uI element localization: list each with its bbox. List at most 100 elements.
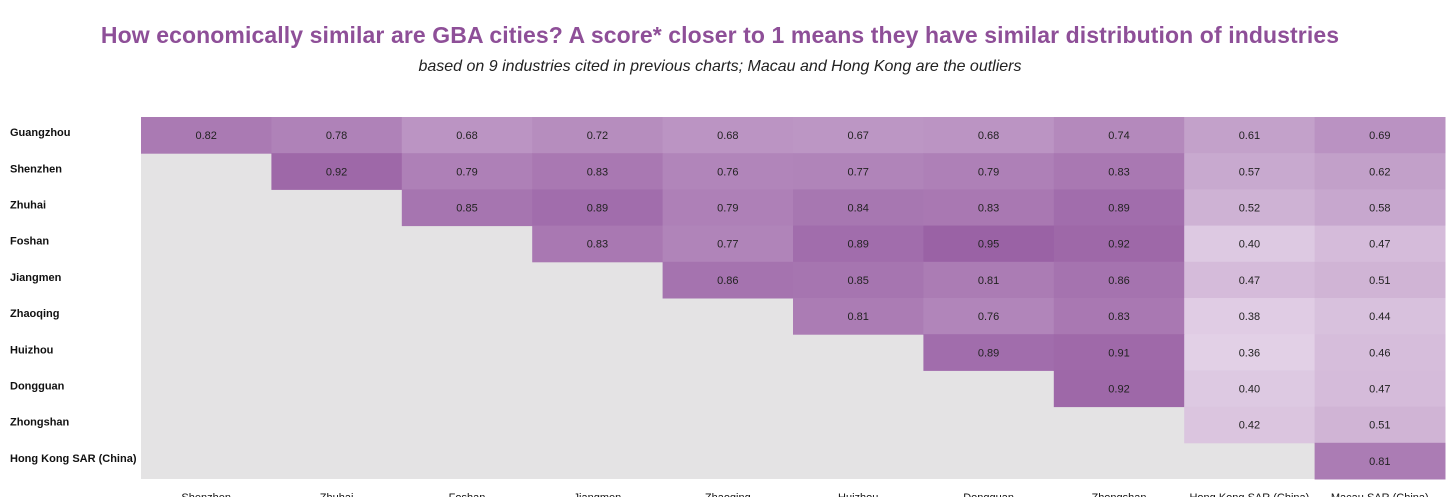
heatmap-cell bbox=[1053, 261, 1185, 299]
heatmap-cell bbox=[1184, 334, 1316, 371]
cell-value-label: 0.82 bbox=[195, 130, 216, 142]
cell-value-label: 0.74 bbox=[1108, 130, 1129, 142]
cell-value-label: 0.72 bbox=[587, 130, 608, 142]
heatmap-cell bbox=[141, 117, 272, 154]
cell-value-label: 0.52 bbox=[1239, 203, 1260, 215]
heatmap-cell bbox=[923, 225, 1055, 263]
cell-value-label: 0.83 bbox=[1108, 166, 1129, 178]
cell-value-label: 0.81 bbox=[978, 275, 999, 287]
heatmap-cell bbox=[1053, 189, 1185, 227]
heatmap-cell bbox=[923, 153, 1055, 190]
column-label: Hong Kong SAR (China) bbox=[1189, 492, 1309, 497]
column-label: Dongguan bbox=[963, 492, 1014, 497]
cell-value-label: 0.76 bbox=[717, 166, 738, 178]
column-label: Jiangmen bbox=[574, 492, 622, 497]
cell-value-label: 0.47 bbox=[1369, 239, 1390, 251]
column-label: Foshan bbox=[449, 492, 486, 497]
cell-value-label: 0.58 bbox=[1369, 203, 1390, 215]
cell-value-label: 0.79 bbox=[978, 166, 999, 178]
heatmap-cell bbox=[662, 225, 794, 263]
row-label: Zhaoqing bbox=[10, 308, 60, 320]
column-label: Shenzhen bbox=[181, 492, 231, 497]
cell-value-label: 0.68 bbox=[978, 130, 999, 142]
heatmap-cell bbox=[271, 117, 403, 154]
heatmap-cell bbox=[1314, 334, 1446, 371]
cell-value-label: 0.89 bbox=[978, 347, 999, 359]
cell-value-label: 0.57 bbox=[1239, 166, 1260, 178]
column-label: Huizhou bbox=[838, 492, 878, 497]
heatmap-cell bbox=[662, 261, 794, 299]
cell-value-label: 0.44 bbox=[1369, 311, 1390, 323]
heatmap-cell bbox=[1184, 298, 1316, 335]
cell-value-label: 0.77 bbox=[847, 166, 868, 178]
cell-value-label: 0.40 bbox=[1239, 239, 1260, 251]
row-label: Guangzhou bbox=[10, 127, 71, 139]
cell-value-label: 0.62 bbox=[1369, 166, 1390, 178]
column-label: Macau SAR (China) bbox=[1331, 492, 1429, 497]
heatmap-cell bbox=[1184, 117, 1316, 154]
heatmap-cell bbox=[1184, 153, 1316, 190]
heatmap-cell bbox=[1053, 153, 1185, 190]
column-label: Zhaoqing bbox=[705, 492, 751, 497]
heatmap-cell bbox=[1314, 117, 1446, 154]
heatmap-cell bbox=[532, 225, 664, 263]
row-label: Zhuhai bbox=[10, 200, 46, 212]
heatmap-cell bbox=[1184, 406, 1316, 444]
heatmap-cell bbox=[1184, 189, 1316, 227]
cell-value-label: 0.69 bbox=[1369, 130, 1390, 142]
cell-value-label: 0.47 bbox=[1369, 384, 1390, 396]
heatmap-cell bbox=[1184, 225, 1316, 263]
cell-value-label: 0.84 bbox=[847, 203, 868, 215]
heatmap-cell bbox=[1053, 225, 1185, 263]
cell-value-label: 0.83 bbox=[587, 166, 608, 178]
heatmap-cell bbox=[532, 189, 664, 227]
heatmap-cell bbox=[1314, 189, 1446, 227]
heatmap-cell bbox=[662, 153, 794, 190]
cell-value-label: 0.68 bbox=[717, 130, 738, 142]
cell-value-label: 0.51 bbox=[1369, 420, 1390, 432]
heatmap-cell bbox=[1314, 225, 1446, 263]
cell-value-label: 0.79 bbox=[456, 166, 477, 178]
column-label: Zhongshan bbox=[1091, 492, 1146, 497]
heatmap-cell bbox=[401, 153, 533, 190]
cell-value-label: 0.81 bbox=[847, 311, 868, 323]
cell-value-label: 0.76 bbox=[978, 311, 999, 323]
heatmap-cell bbox=[923, 261, 1055, 299]
heatmap-cell bbox=[793, 261, 924, 299]
heatmap-cell bbox=[1184, 261, 1316, 299]
cell-value-label: 0.89 bbox=[587, 203, 608, 215]
heatmap-cell bbox=[401, 189, 533, 227]
cell-value-label: 0.85 bbox=[847, 275, 868, 287]
heatmap-cell bbox=[271, 153, 403, 190]
heatmap-cell bbox=[1053, 334, 1185, 371]
cell-value-label: 0.89 bbox=[1108, 203, 1129, 215]
heatmap-cell bbox=[793, 153, 924, 190]
heatmap-cell bbox=[923, 298, 1055, 335]
heatmap-cell bbox=[1314, 442, 1446, 480]
row-label: Foshan bbox=[10, 236, 49, 248]
cell-value-label: 0.67 bbox=[847, 130, 868, 142]
cell-value-label: 0.91 bbox=[1108, 347, 1129, 359]
cell-value-label: 0.38 bbox=[1239, 311, 1260, 323]
heatmap-cell bbox=[1184, 370, 1316, 408]
heatmap-cell bbox=[793, 117, 924, 154]
chart-title: How economically similar are GBA cities?… bbox=[100, 22, 1340, 48]
heatmap-cell bbox=[793, 298, 924, 335]
cell-value-label: 0.95 bbox=[978, 239, 999, 251]
cell-value-label: 0.92 bbox=[1108, 239, 1129, 251]
heatmap-cell bbox=[662, 117, 794, 154]
cell-value-label: 0.68 bbox=[456, 130, 477, 142]
cell-value-label: 0.51 bbox=[1369, 275, 1390, 287]
cell-value-label: 0.89 bbox=[847, 239, 868, 251]
heatmap-cell bbox=[401, 117, 533, 154]
row-label: Shenzhen bbox=[10, 163, 62, 175]
cell-value-label: 0.92 bbox=[1108, 384, 1129, 396]
chart-subtitle: based on 9 industries cited in previous … bbox=[418, 58, 1022, 75]
heatmap-cell bbox=[532, 117, 664, 154]
heatmap-cell bbox=[532, 153, 664, 190]
cell-value-label: 0.79 bbox=[717, 203, 738, 215]
cell-value-label: 0.83 bbox=[978, 203, 999, 215]
cell-value-label: 0.61 bbox=[1239, 130, 1260, 142]
row-label: Huizhou bbox=[10, 344, 53, 356]
